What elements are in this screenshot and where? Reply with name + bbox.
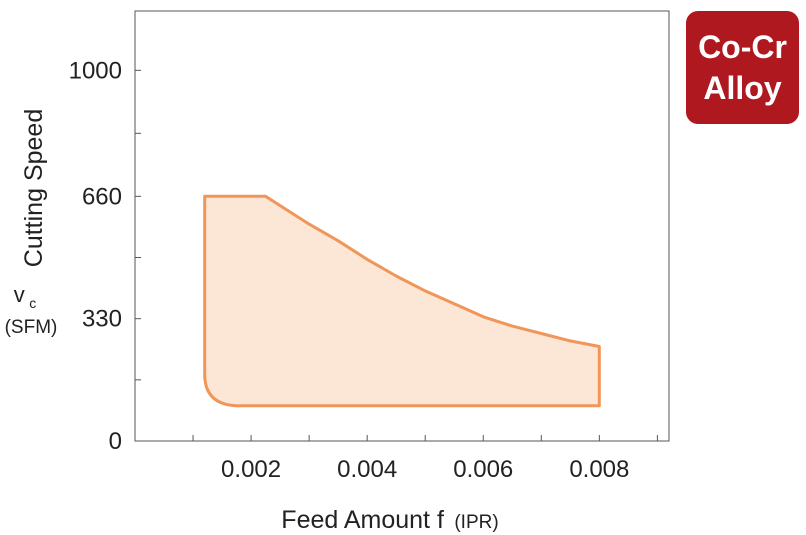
y-tick-label: 660	[82, 183, 122, 210]
tick-labels-layer: 0.002 0.004 0.006 0.008 0 330 660 1000	[69, 57, 630, 483]
x-tick-label: 0.004	[337, 456, 397, 483]
y-tick-label: 330	[82, 306, 122, 333]
y-tick-label: 0	[109, 428, 122, 455]
y-axis-symbol: v c	[14, 282, 36, 311]
y-axis-unit: (SFM)	[5, 317, 58, 338]
x-axis-title: Feed Amount f (IPR)	[281, 506, 498, 534]
feasible-region	[203, 194, 601, 408]
badge-line-2: Alloy	[703, 69, 782, 106]
ticks-layer	[135, 69, 658, 442]
y-axis-label: Cutting Speed	[20, 109, 48, 267]
plot-frame	[134, 10, 670, 442]
y-axis-symbol-sub: c	[29, 295, 36, 311]
material-badge: Co-Cr Alloy	[686, 11, 799, 124]
x-tick-label: 0.008	[569, 456, 629, 483]
x-tick-label: 0.006	[453, 456, 513, 483]
y-tick-label: 1000	[69, 57, 122, 84]
badge-line-1: Co-Cr	[698, 28, 787, 65]
x-axis-label: Feed Amount f	[281, 506, 444, 534]
x-axis-unit: (IPR)	[454, 512, 498, 533]
y-axis-symbol-main: v	[14, 282, 25, 307]
feasible-region-layer	[203, 194, 601, 408]
x-tick-label: 0.002	[221, 456, 281, 483]
